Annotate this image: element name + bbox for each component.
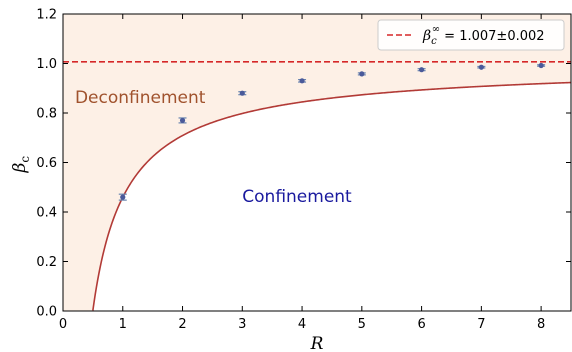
region-annotation: Confinement (242, 187, 352, 207)
point-marker (359, 71, 365, 77)
point-marker (120, 194, 126, 200)
shaded-region (63, 14, 571, 311)
x-tick-label: 2 (178, 317, 186, 332)
y-tick-label: 1.2 (36, 8, 57, 23)
x-tick-label: 5 (358, 317, 366, 332)
point-marker (478, 64, 484, 70)
point-marker (179, 117, 186, 124)
y-axis-label-main: β (10, 163, 30, 174)
x-tick-label: 8 (537, 317, 545, 332)
annotations: Deconfinement Confinement (75, 88, 352, 207)
fit-curve (92, 81, 572, 311)
axes: 0 1 2 3 4 5 6 7 8 0.0 0.2 0.4 0.6 0.8 1.0 1.2 (36, 8, 572, 332)
fit-curve-layer (92, 81, 572, 311)
region-annotation: Deconfinement (75, 88, 206, 108)
x-tick-label: 0 (59, 317, 67, 332)
data-point (238, 90, 247, 96)
data-point (477, 64, 486, 70)
x-tick-label: 1 (119, 317, 127, 332)
x-tick-label: 6 (417, 317, 425, 332)
legend-sup: ∞ (432, 24, 440, 35)
y-axis-label: βc (10, 156, 32, 174)
y-tick-label: 0.6 (36, 156, 57, 171)
x-tick-label: 7 (477, 317, 485, 332)
y-tick-label: 1.0 (36, 57, 57, 72)
point-marker (418, 67, 425, 73)
point-marker (299, 78, 305, 84)
y-axis-label-sub: c (18, 156, 32, 163)
data-point (357, 71, 366, 77)
data-point (298, 78, 307, 84)
y-tick-label: 0.8 (36, 107, 57, 122)
data-point (178, 117, 187, 124)
y-tick-label: 0.2 (36, 255, 57, 270)
y-tick-label: 0.4 (36, 206, 57, 221)
deconfinement-region (63, 14, 571, 311)
y-tick-label: 0.0 (36, 305, 57, 320)
data-point (118, 193, 127, 201)
legend-sub: c (431, 36, 437, 47)
legend-label: βc∞ = 1.007±0.002 (422, 24, 545, 47)
x-axis-label: R (310, 334, 324, 352)
axis-labels: Rβc (10, 156, 324, 352)
point-marker (239, 90, 245, 96)
data-point (537, 62, 546, 69)
point-marker (538, 62, 544, 69)
legend-value: = 1.007±0.002 (440, 29, 544, 44)
legend-box (377, 19, 565, 51)
x-tick-label: 3 (238, 317, 246, 332)
x-tick-label: 4 (298, 317, 306, 332)
legend-beta: β (422, 28, 431, 44)
data-point (417, 67, 426, 73)
data-points-layer (118, 62, 546, 201)
legend: βc∞ = 1.007±0.002 (377, 19, 565, 51)
